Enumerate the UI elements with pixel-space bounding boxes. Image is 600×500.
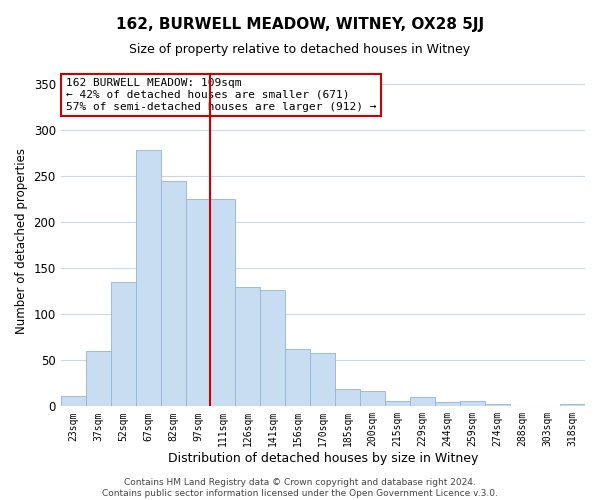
Bar: [211, 199, 235, 406]
Text: 162, BURWELL MEADOW, WITNEY, OX28 5JJ: 162, BURWELL MEADOW, WITNEY, OX28 5JJ: [116, 18, 484, 32]
Bar: [335, 389, 360, 406]
Bar: [136, 150, 161, 406]
Bar: [460, 401, 485, 406]
Bar: [485, 404, 510, 406]
Text: Contains HM Land Registry data © Crown copyright and database right 2024.
Contai: Contains HM Land Registry data © Crown c…: [102, 478, 498, 498]
Bar: [185, 199, 211, 406]
Bar: [410, 397, 435, 406]
Bar: [560, 404, 585, 406]
Bar: [310, 353, 335, 406]
Bar: [286, 350, 310, 406]
Bar: [360, 390, 385, 406]
Bar: [110, 282, 136, 406]
Bar: [235, 286, 260, 406]
Bar: [435, 402, 460, 406]
Bar: [161, 181, 185, 406]
Bar: [385, 401, 410, 406]
Text: 162 BURWELL MEADOW: 109sqm
← 42% of detached houses are smaller (671)
57% of sem: 162 BURWELL MEADOW: 109sqm ← 42% of deta…: [66, 78, 376, 112]
Bar: [260, 290, 286, 406]
X-axis label: Distribution of detached houses by size in Witney: Distribution of detached houses by size …: [167, 452, 478, 465]
Y-axis label: Number of detached properties: Number of detached properties: [15, 148, 28, 334]
Bar: [61, 396, 86, 406]
Text: Size of property relative to detached houses in Witney: Size of property relative to detached ho…: [130, 42, 470, 56]
Bar: [86, 351, 110, 406]
